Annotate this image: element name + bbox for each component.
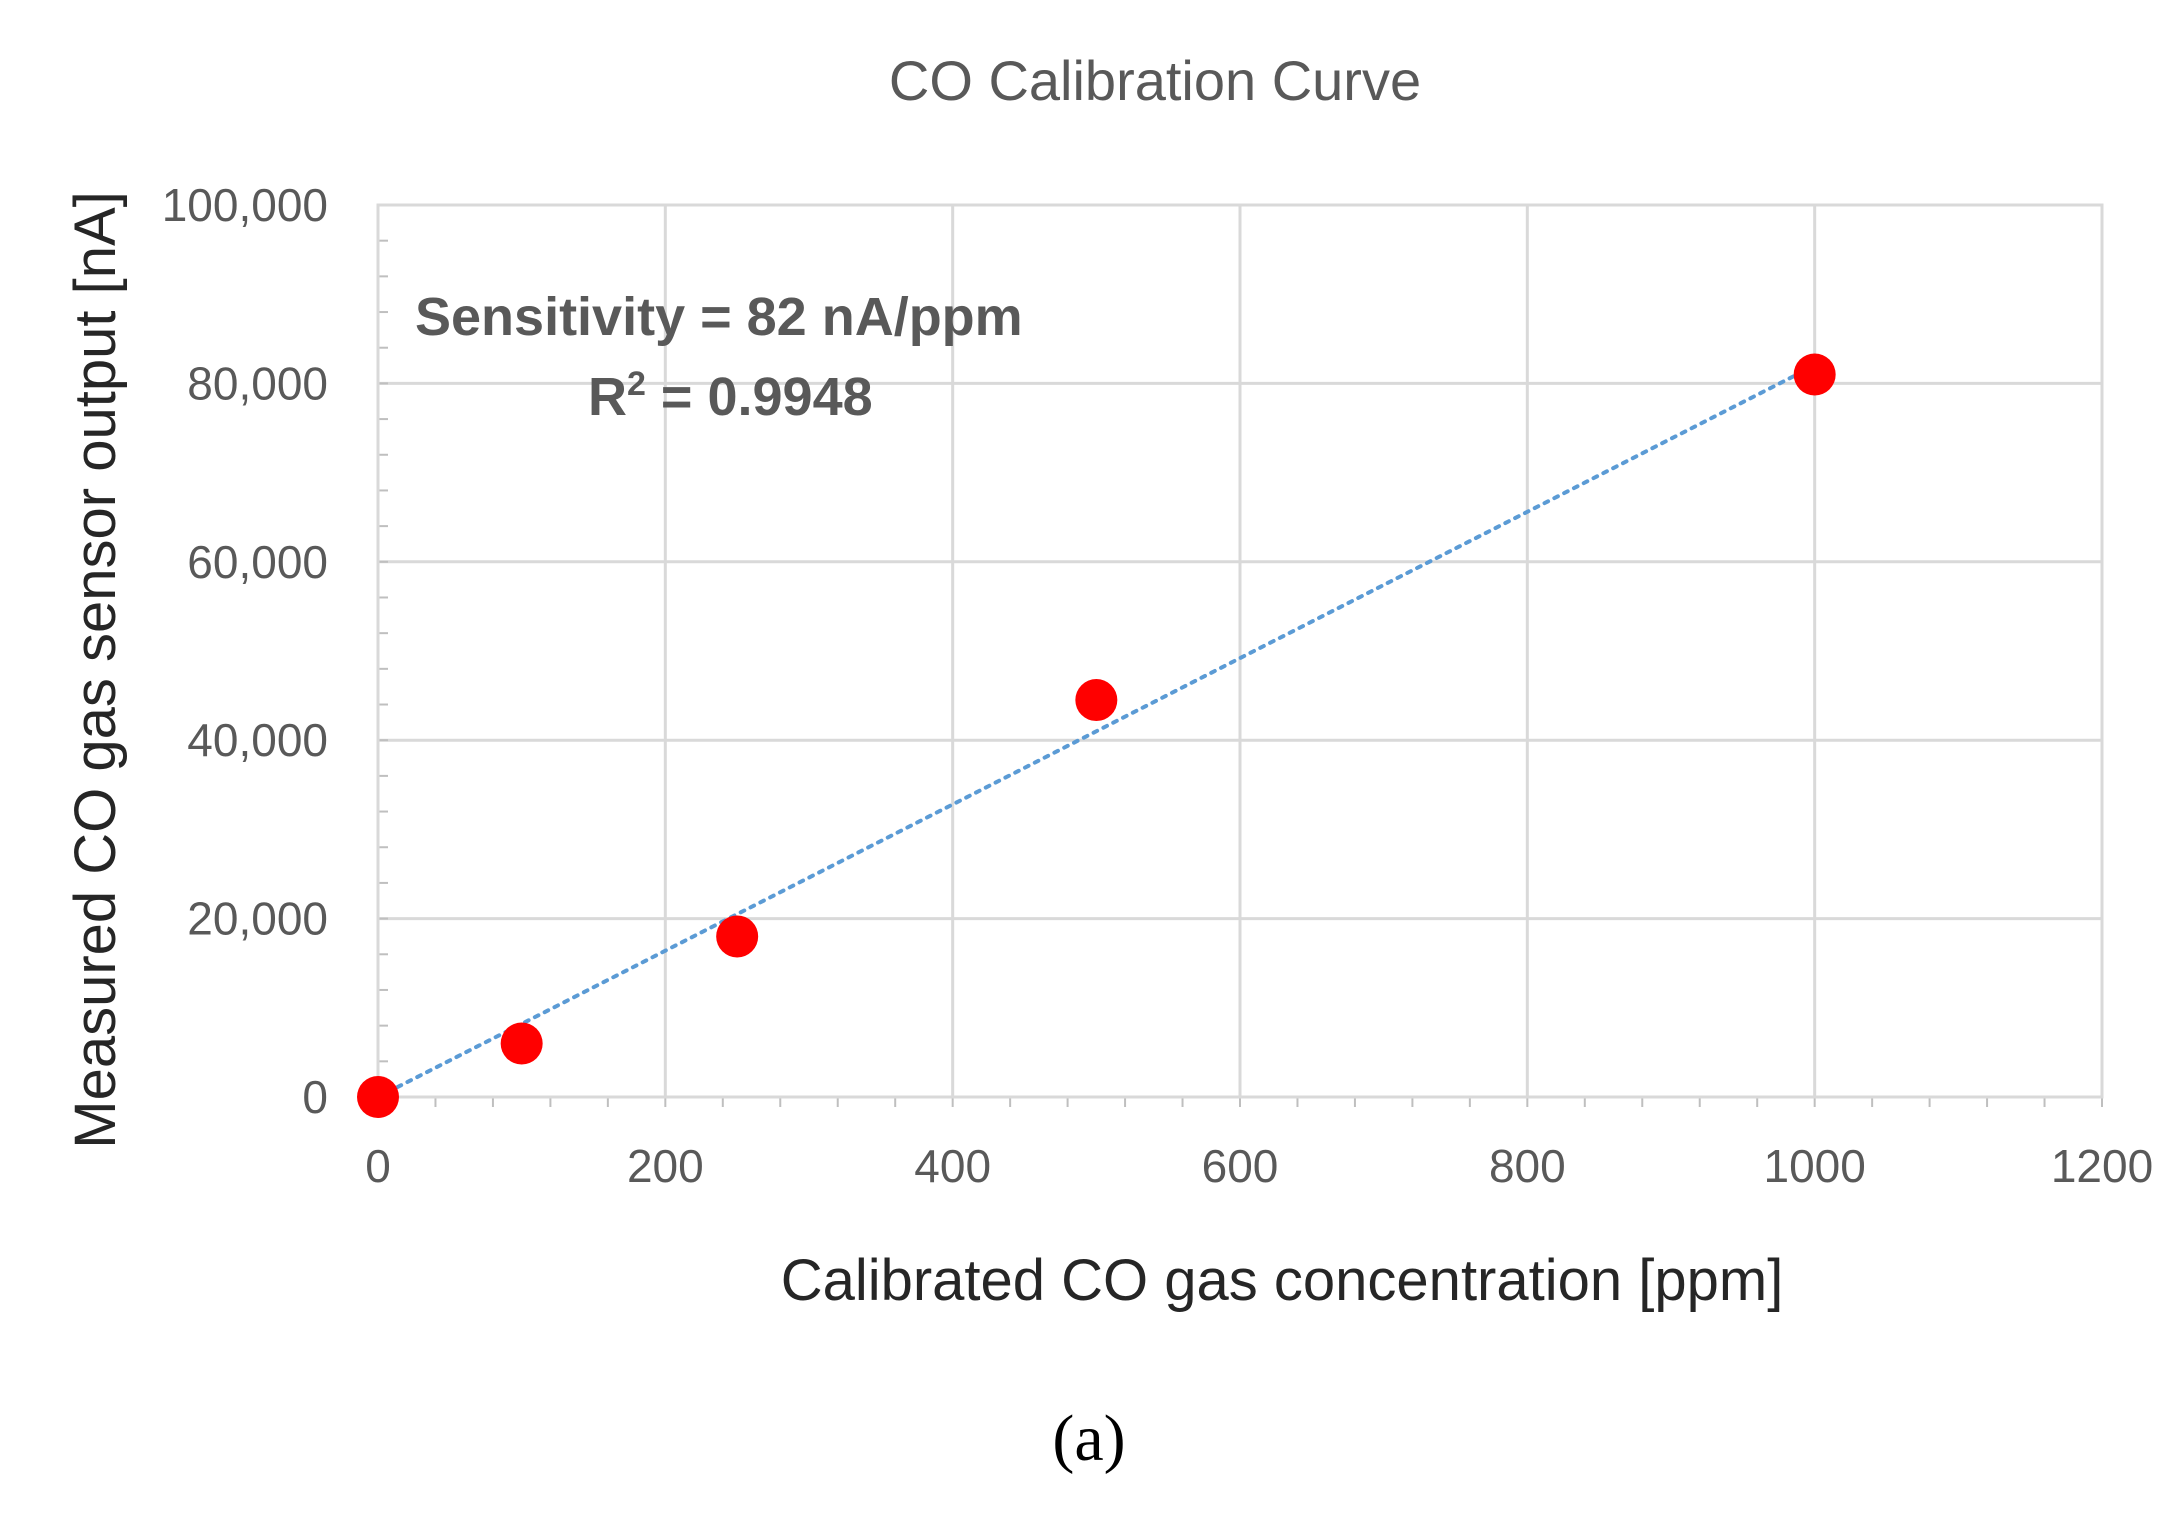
panel-label: (a) (1052, 1402, 1125, 1475)
plot-area-frame (376, 203, 2104, 1099)
x-tick-label: 1000 (1763, 1140, 1865, 1192)
y-axis-title: Measured CO gas sensor output [nA] (63, 191, 128, 1149)
x-tick-label: 600 (1202, 1140, 1279, 1192)
data-point (1075, 679, 1118, 722)
x-tick-label: 400 (914, 1140, 991, 1192)
x-tick-labels: 0 200 400 600 800 1000 1200 (365, 1140, 2153, 1192)
data-points (357, 353, 1836, 1118)
r2-superscript: 2 (627, 365, 646, 403)
r-squared-annotation: R2 = 0.9948 (588, 365, 873, 427)
x-axis-title: Calibrated CO gas concentration [ppm] (781, 1248, 1784, 1313)
chart-title: CO Calibration Curve (889, 49, 1421, 112)
x-tick-label: 800 (1489, 1140, 1566, 1192)
y-tick-label: 0 (302, 1071, 328, 1123)
y-tick-label: 40,000 (187, 714, 328, 766)
data-point (500, 1022, 543, 1065)
y-tick-label: 80,000 (187, 357, 328, 409)
x-tick-label: 0 (365, 1140, 391, 1192)
y-tick-label: 100,000 (162, 179, 328, 231)
x-tick-label: 200 (627, 1140, 704, 1192)
y-tick-label: 60,000 (187, 536, 328, 588)
r2-value: = 0.9948 (646, 367, 873, 427)
data-point (716, 915, 759, 958)
sensitivity-annotation: Sensitivity = 82 nA/ppm (415, 287, 1023, 347)
r2-prefix: R (588, 367, 627, 427)
data-point (357, 1076, 399, 1118)
trendline (376, 363, 1817, 1099)
x-tick-label: 1200 (2051, 1140, 2153, 1192)
y-tick-labels: 0 20,000 40,000 60,000 80,000 100,000 (162, 179, 328, 1123)
y-tick-label: 20,000 (187, 893, 328, 945)
data-point (1793, 353, 1836, 396)
